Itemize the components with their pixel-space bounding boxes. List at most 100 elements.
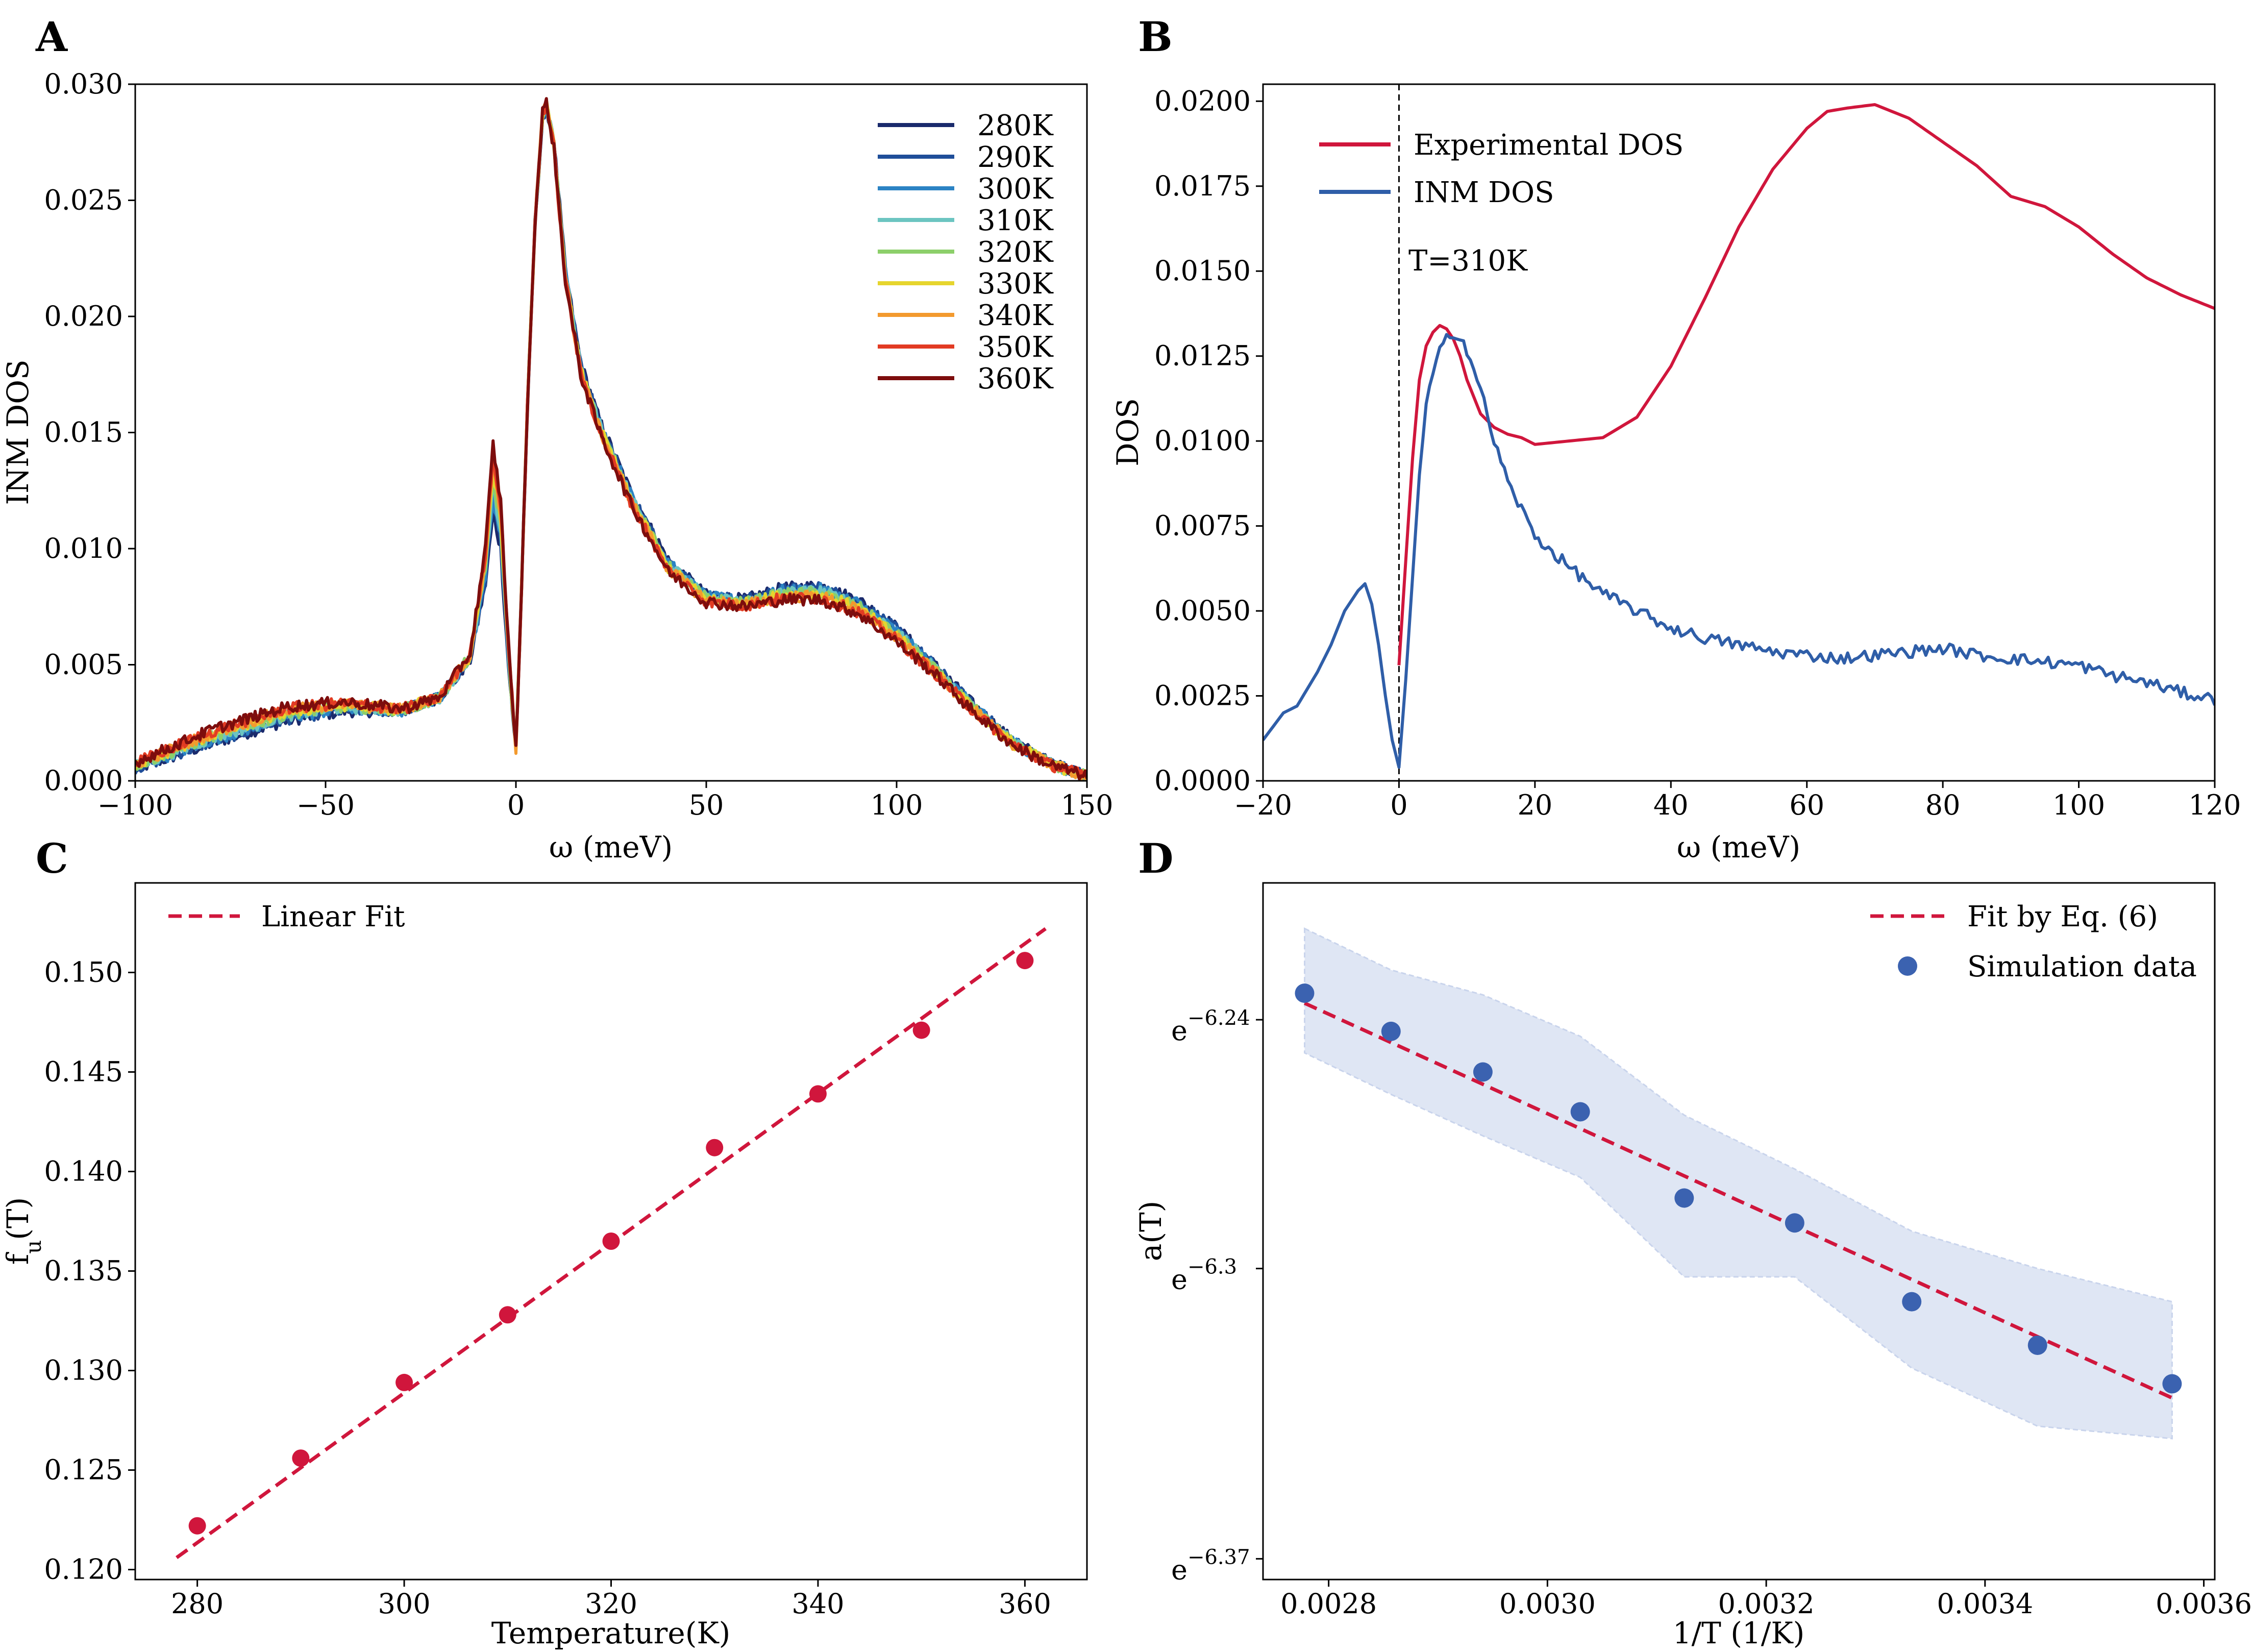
panel-c-y-label: fu(T) (1, 1197, 46, 1265)
panel-d-x-tick-3-label: 0.0034 (1937, 1588, 2033, 1620)
panel-c-y-label-sub: u (21, 1240, 46, 1254)
panel-c-y-tick-3-label: 0.135 (44, 1255, 123, 1287)
panel-a-y-tick-0-label: 0.000 (44, 765, 123, 797)
panel-a-y-tick-2-label: 0.010 (44, 532, 123, 564)
panel-b-legend-label-1: INM DOS (1414, 176, 1554, 209)
panel-b-y-tick-5-label: 0.0125 (1154, 340, 1251, 372)
panel-b-frame (1262, 83, 2216, 782)
panel-c-data-point-7 (912, 1021, 930, 1039)
panel-d-data-point-0 (1295, 983, 1315, 1003)
panel-b-x-tick-3-label: 40 (1653, 789, 1689, 821)
panel-c-x-tick-1-label: 300 (378, 1588, 431, 1620)
panel-d-x-tick-1-label: 0.0030 (1499, 1588, 1596, 1620)
panel-d-y-tick-1-exponent: −6.3 (1187, 1255, 1237, 1279)
panel-a-x-ticks: −100 −50 0 50 100 150 (97, 781, 1113, 821)
panel-c-data-point-3 (499, 1306, 516, 1324)
panel-a-legend-label-290K: 290K (977, 141, 1054, 174)
panel-d-legend-fit-label: Fit by Eq. (6) (1967, 900, 2158, 933)
panel-c-data-point-6 (809, 1085, 827, 1103)
panel-d-y-ticks: e−6.24e−6.3e−6.37 (1171, 1006, 1263, 1586)
panel-a: −100 −50 0 50 100 150 0.0000.0050.0100.0150.0… (1, 68, 1113, 865)
panel-b-series-line-0 (1397, 103, 2215, 665)
panel-d-y-tick-0-label: e−6.24 (1171, 1006, 1250, 1047)
panel-c-x-label: Temperature(K) (491, 1616, 731, 1650)
panel-c-y-tick-5-label: 0.145 (44, 1056, 123, 1088)
panel-d-y-tick-1-label: e−6.3 (1171, 1255, 1237, 1296)
panel-b-y-tick-2-label: 0.0050 (1154, 595, 1251, 627)
panel-b-y-ticks: 0.0000 0.0025 0.0050 0.0075 0.0100 0.0125 0.01… (1154, 85, 1263, 797)
panel-c-data-point-8 (1016, 952, 1034, 970)
panel-b-y-tick-1-label: 0.0025 (1154, 680, 1251, 712)
panel-d-y-tick-2-exponent: −6.37 (1187, 1545, 1250, 1569)
panel-a-x-tick-2-label: 0 (507, 789, 525, 821)
panel-c-y-tick-6-label: 0.150 (44, 956, 123, 989)
panel-b-y-tick-8-label: 0.0200 (1154, 85, 1251, 117)
panel-d-y-label: a(T) (1133, 1201, 1168, 1262)
panel-c-plot-area (176, 927, 1047, 1559)
panel-c: 280 300 320 340 360 0.120 0.125 0.130 0.135 0.14… (1, 882, 1088, 1650)
panel-c-x-tick-4-label: 360 (999, 1588, 1051, 1620)
panel-c-y-tick-0-label: 0.120 (44, 1554, 123, 1586)
panel-b-temperature-annotation: T=310K (1408, 244, 1528, 278)
panel-a-x-tick-0-label: −100 (97, 789, 173, 821)
panel-b-x-label: ω (meV) (1677, 830, 1800, 865)
panel-b-y-tick-7-label: 0.0175 (1154, 170, 1251, 202)
panel-a-y-tick-3-label: 0.015 (44, 416, 123, 449)
panel-d-x-label: 1/T (1/K) (1673, 1616, 1805, 1650)
panel-b-x-tick-0-label: −20 (1234, 789, 1292, 821)
panel-d-data-point-3 (1570, 1102, 1590, 1122)
panel-c-x-tick-0-label: 280 (171, 1588, 224, 1620)
panel-a-x-label: ω (meV) (549, 830, 673, 865)
panel-d-data-point-8 (2162, 1374, 2182, 1394)
panel-c-y-label-tail: (T) (1, 1197, 35, 1240)
panel-a-x-tick-5-label: 150 (1060, 789, 1113, 821)
panel-d: 0.0028 0.0030 0.0032 0.0034 0.0036 e−6.24e−6… (1133, 882, 2252, 1650)
panel-c-x-tick-2-label: 320 (585, 1588, 637, 1620)
panel-b-series-line-1 (1263, 333, 2215, 769)
panel-d-frame (1262, 882, 2216, 1581)
panel-d-data-point-6 (1902, 1292, 1922, 1312)
panel-b-y-label: DOS (1110, 398, 1145, 466)
panel-a-legend-label-310K: 310K (977, 204, 1054, 237)
panel-b-x-ticks: −20 0 20 40 60 80 100 120 (1234, 781, 2241, 821)
panel-a-series-lines (135, 97, 1087, 781)
panel-a-legend-label-340K: 340K (977, 299, 1054, 332)
panel-letter-c: C (36, 834, 68, 882)
panel-d-data-point-2 (1473, 1062, 1493, 1082)
panel-d-x-tick-2-label: 0.0032 (1718, 1588, 1815, 1620)
panel-b: −20 0 20 40 60 80 100 120 0.00000.00250.00500.0… (1110, 83, 2241, 865)
panel-b-x-tick-6-label: 100 (2052, 789, 2105, 821)
panel-a-x-tick-3-label: 50 (689, 789, 724, 821)
panel-d-data-point-5 (1785, 1213, 1804, 1233)
panel-b-series-lines (1263, 84, 2215, 781)
panel-d-y-tick-0-exponent: −6.24 (1187, 1006, 1250, 1030)
panel-a-y-tick-6-label: 0.030 (44, 68, 123, 100)
panel-c-y-label-main: f (1, 1252, 35, 1265)
panel-b-x-tick-5-label: 80 (1925, 789, 1961, 821)
panel-b-y-tick-6-label: 0.0150 (1154, 255, 1251, 287)
panel-d-y-tick-0-base: e (1171, 1015, 1187, 1047)
panel-c-data-point-1 (292, 1449, 310, 1467)
panel-a-y-ticks: 0.000 0.005 0.010 0.015 0.020 0.025 0.030 (44, 68, 135, 797)
panel-b-legend-label-0: Experimental DOS (1414, 129, 1684, 162)
panel-b-y-tick-3-label: 0.0075 (1154, 510, 1251, 542)
panel-b-x-tick-7-label: 120 (2188, 789, 2241, 821)
panel-d-x-ticks: 0.0028 0.0030 0.0032 0.0034 0.0036 (1280, 1580, 2252, 1620)
panel-a-y-tick-1-label: 0.005 (44, 649, 123, 681)
panel-b-y-tick-0-label: 0.0000 (1154, 765, 1251, 797)
panel-d-y-tick-2-base: e (1171, 1554, 1187, 1586)
panel-d-y-tick-1-base: e (1171, 1264, 1187, 1296)
panel-a-y-tick-4-label: 0.020 (44, 300, 123, 332)
panel-d-x-tick-4-label: 0.0036 (2156, 1588, 2252, 1620)
panel-c-legend-label: Linear Fit (261, 900, 405, 933)
panel-d-plot-area (1295, 927, 2182, 1440)
panel-letter-d: D (1138, 834, 1173, 882)
panel-letter-b: B (1138, 13, 1173, 61)
panel-d-data-point-1 (1381, 1021, 1401, 1041)
panel-a-legend-label-330K: 330K (977, 267, 1054, 301)
panel-a-x-tick-1-label: −50 (296, 789, 355, 821)
panel-a-legend-label-360K: 360K (977, 362, 1054, 396)
panel-d-fit-line (1304, 1001, 2173, 1400)
panel-a-legend-label-280K: 280K (977, 109, 1054, 142)
